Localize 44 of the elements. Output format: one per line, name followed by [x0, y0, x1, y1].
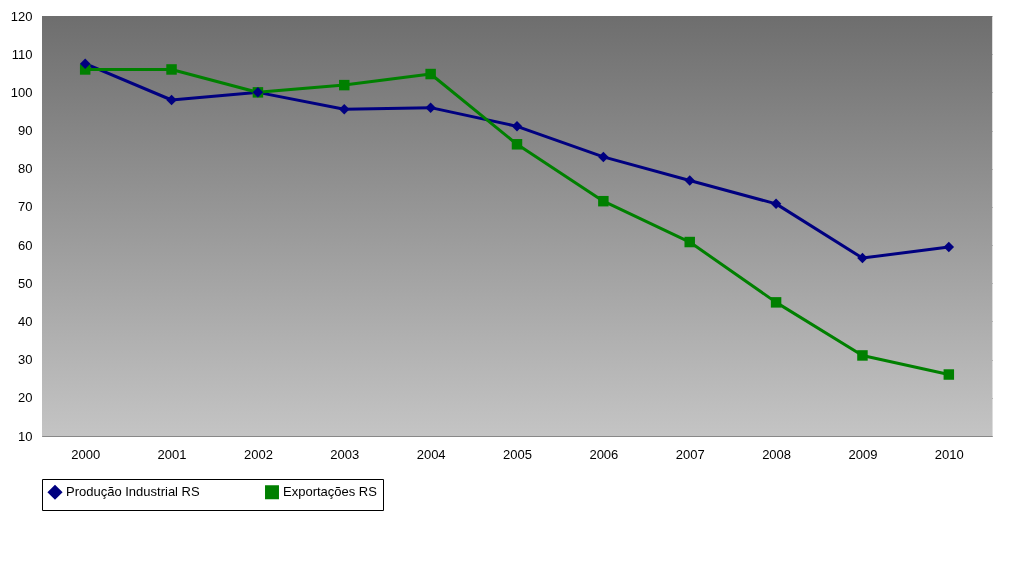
point [857, 350, 868, 361]
x-tick-label: 2000 [71, 446, 101, 462]
x-tick-label: 2008 [762, 446, 792, 462]
point [943, 369, 955, 380]
point [425, 102, 436, 113]
x-tick-label: 2004 [416, 446, 446, 462]
x-tick-label: 2007 [675, 446, 705, 462]
x-tick-label: 2010 [934, 446, 964, 462]
point [511, 121, 523, 132]
y-tick-label: 20 [18, 390, 33, 406]
point [684, 236, 695, 248]
y-tick-label: 70 [18, 199, 33, 215]
point [339, 103, 350, 115]
y-tick-label: 50 [18, 275, 33, 291]
point [598, 151, 609, 163]
x-tick-label: 2006 [589, 446, 619, 462]
point [770, 198, 782, 210]
x-tick-label: 2002 [243, 446, 273, 462]
y-tick-label: 120 [10, 8, 33, 24]
x-tick-label: 2009 [848, 446, 878, 462]
y-tick-label: 110 [11, 46, 33, 62]
point [857, 252, 868, 264]
point [943, 241, 955, 253]
x-tick-label: 2001 [157, 446, 187, 462]
y-tick-label: 10 [18, 428, 33, 444]
y-tick-label: 40 [18, 313, 33, 329]
point [770, 297, 782, 308]
point [598, 195, 609, 207]
y-tick-label: 90 [18, 123, 33, 139]
y-tick-label: 80 [18, 161, 33, 177]
point [511, 139, 523, 150]
legend-label: Exportações RS [283, 484, 378, 500]
point [425, 68, 436, 80]
y-tick-label: 60 [18, 237, 33, 253]
y-tick-label: 30 [18, 352, 33, 368]
legend-label: Produção Industrial RS [66, 484, 201, 500]
point [684, 175, 695, 186]
y-tick-label: 100 [10, 84, 33, 100]
point [166, 64, 177, 75]
x-tick-label: 2005 [503, 446, 532, 462]
point [339, 79, 350, 91]
x-tick-label: 2003 [330, 446, 360, 462]
point [79, 58, 91, 69]
point [166, 94, 177, 106]
